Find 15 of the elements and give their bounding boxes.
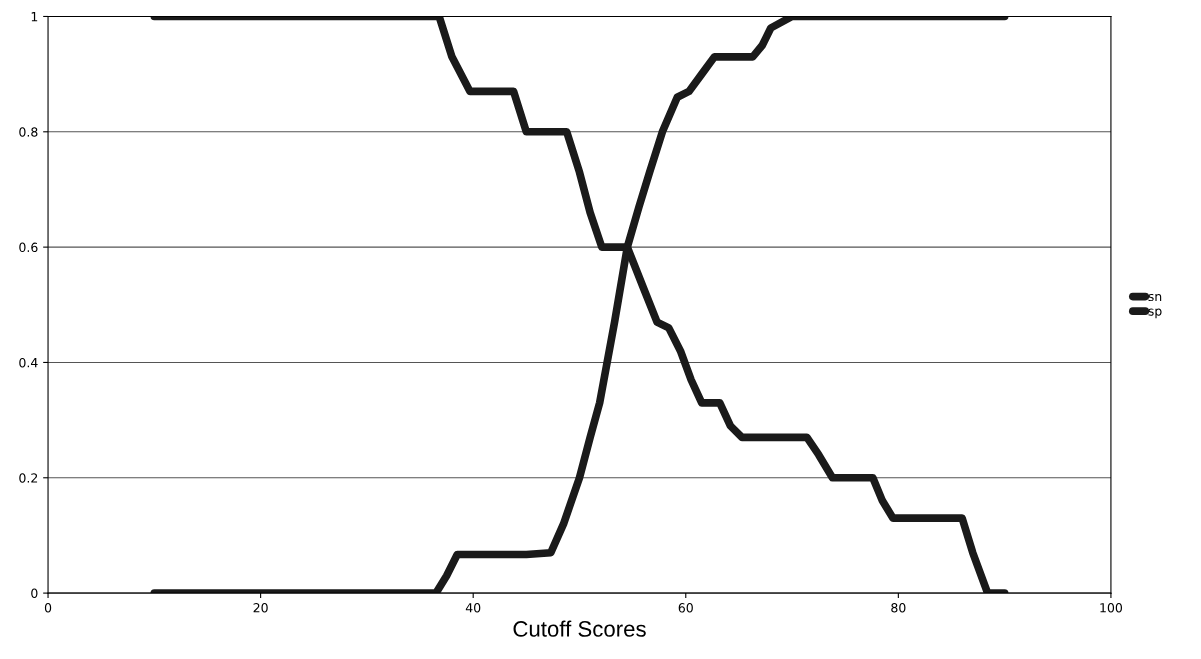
x-tick-label: 40 bbox=[465, 603, 481, 613]
legend-label: sp bbox=[1148, 308, 1162, 319]
y-tick-label: 0.6 bbox=[19, 242, 38, 253]
x-tick-label: 100 bbox=[1100, 603, 1123, 613]
x-tick-label: 0 bbox=[44, 603, 52, 613]
x-tick-label: 80 bbox=[891, 603, 906, 613]
legend-label: sn bbox=[1148, 293, 1162, 302]
y-tick-label: 0.4 bbox=[19, 357, 38, 368]
y-tick-label: 0.8 bbox=[19, 127, 38, 137]
x-tick-label: 20 bbox=[253, 603, 268, 613]
y-tick-label: 1 bbox=[31, 12, 38, 22]
x-axis-title: Cutoff Scores bbox=[513, 620, 646, 637]
y-tick-label: 0 bbox=[31, 588, 38, 599]
y-tick-label: 0.2 bbox=[19, 473, 38, 483]
x-tick-label: 60 bbox=[678, 603, 693, 613]
